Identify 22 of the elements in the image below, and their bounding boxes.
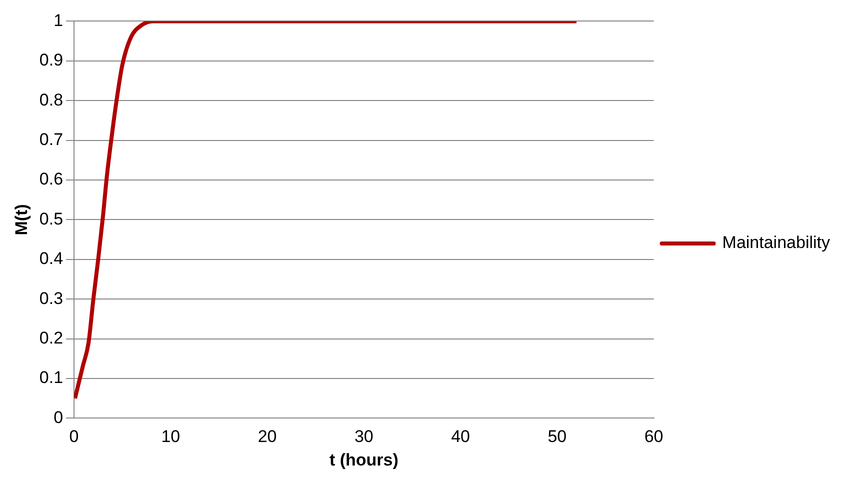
y-tick-label: 0.2 <box>39 328 64 348</box>
y-tick-label: 0.7 <box>39 130 64 149</box>
y-tick-label: 1 <box>54 10 64 30</box>
y-axis-title: M(t) <box>12 204 31 236</box>
x-tick-label: 30 <box>354 427 374 446</box>
y-tick-label: 0.5 <box>39 209 64 228</box>
legend-label: Maintainability <box>722 233 830 252</box>
line-series <box>74 21 578 400</box>
y-tick-label: 0.4 <box>39 249 64 268</box>
x-tick-label: 40 <box>451 427 470 446</box>
x-tick-label: 50 <box>548 427 567 446</box>
x-tick-label: 20 <box>258 427 277 446</box>
y-tick-label: 0.8 <box>39 90 64 110</box>
x-axis-title: t (hours) <box>329 450 398 470</box>
y-tick-label: 0.9 <box>39 50 64 70</box>
y-tick-label: 0.1 <box>39 368 64 388</box>
y-tick-label: 0.3 <box>39 288 64 308</box>
y-tick-label: 0.6 <box>39 170 64 189</box>
x-tick-label: 0 <box>69 427 79 446</box>
x-tick-label: 60 <box>644 427 664 446</box>
y-tick-label: 0 <box>54 408 64 427</box>
x-tick-label: 10 <box>161 427 180 446</box>
